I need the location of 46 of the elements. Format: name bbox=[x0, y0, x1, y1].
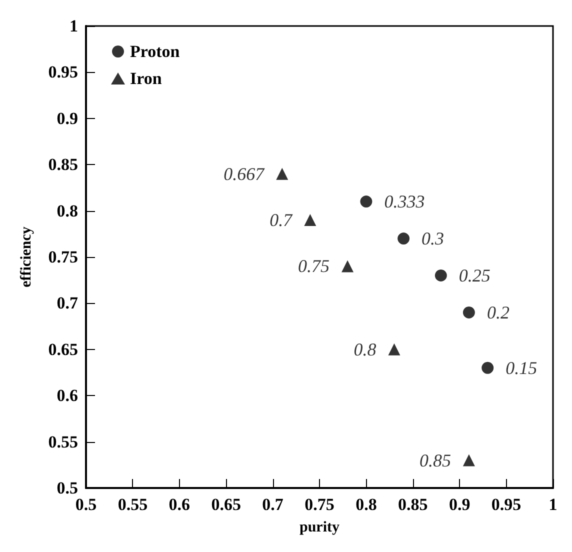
point bbox=[482, 362, 494, 374]
y-tick-label: 0.6 bbox=[56, 386, 78, 406]
annotation: 0.25 bbox=[458, 265, 490, 286]
point bbox=[398, 232, 410, 245]
x-tick-label: 1 bbox=[548, 495, 558, 514]
annotation: 0.8 bbox=[354, 339, 376, 360]
point bbox=[276, 168, 288, 180]
y-axis-title: efficiency bbox=[18, 226, 34, 288]
y-tick-label: 0.75 bbox=[48, 248, 78, 266]
point bbox=[462, 454, 475, 466]
annotation: 0.333 bbox=[384, 192, 425, 212]
annotation: 0.2 bbox=[486, 302, 510, 322]
x-tick-label: 0.8 bbox=[356, 495, 377, 514]
annotation: 0.75 bbox=[298, 256, 330, 276]
point bbox=[342, 260, 354, 272]
x-tick-label: 0.5 bbox=[75, 495, 97, 514]
y-tick-label: 0.95 bbox=[48, 62, 78, 82]
y-tick-label: 0.9 bbox=[56, 108, 78, 128]
point bbox=[388, 343, 400, 356]
y-tick-label: 0.7 bbox=[56, 294, 78, 313]
x-tick-label: 0.85 bbox=[398, 495, 428, 514]
legend-label: Proton bbox=[130, 42, 180, 61]
x-tick-label: 0.7 bbox=[262, 495, 284, 514]
x-tick-label: 0.95 bbox=[491, 495, 522, 514]
point bbox=[462, 306, 475, 318]
y-tick-label: 1 bbox=[70, 16, 78, 36]
x-tick-label: 0.6 bbox=[168, 495, 190, 514]
x-axis-title: purity bbox=[299, 520, 340, 536]
x-tick-label: 0.9 bbox=[448, 495, 470, 514]
annotation: 0.7 bbox=[270, 210, 294, 230]
x-tick-label: 0.75 bbox=[304, 495, 334, 514]
y-tick-label: 0.85 bbox=[48, 155, 78, 174]
annotation: 0.85 bbox=[419, 450, 451, 470]
annotation: 0.3 bbox=[422, 228, 444, 249]
x-tick-label: 0.65 bbox=[211, 495, 241, 514]
annotation: 0.667 bbox=[224, 164, 266, 184]
x-tick-label: 0.55 bbox=[118, 495, 148, 514]
legend-label: Iron bbox=[130, 69, 162, 88]
point bbox=[434, 269, 447, 282]
y-tick-label: 0.8 bbox=[56, 201, 78, 220]
annotation: 0.15 bbox=[506, 358, 538, 378]
y-tick-label: 0.5 bbox=[56, 478, 78, 498]
y-tick-label: 0.55 bbox=[48, 432, 78, 452]
y-tick-label: 0.65 bbox=[48, 340, 78, 359]
point bbox=[360, 196, 372, 208]
point bbox=[304, 214, 316, 226]
